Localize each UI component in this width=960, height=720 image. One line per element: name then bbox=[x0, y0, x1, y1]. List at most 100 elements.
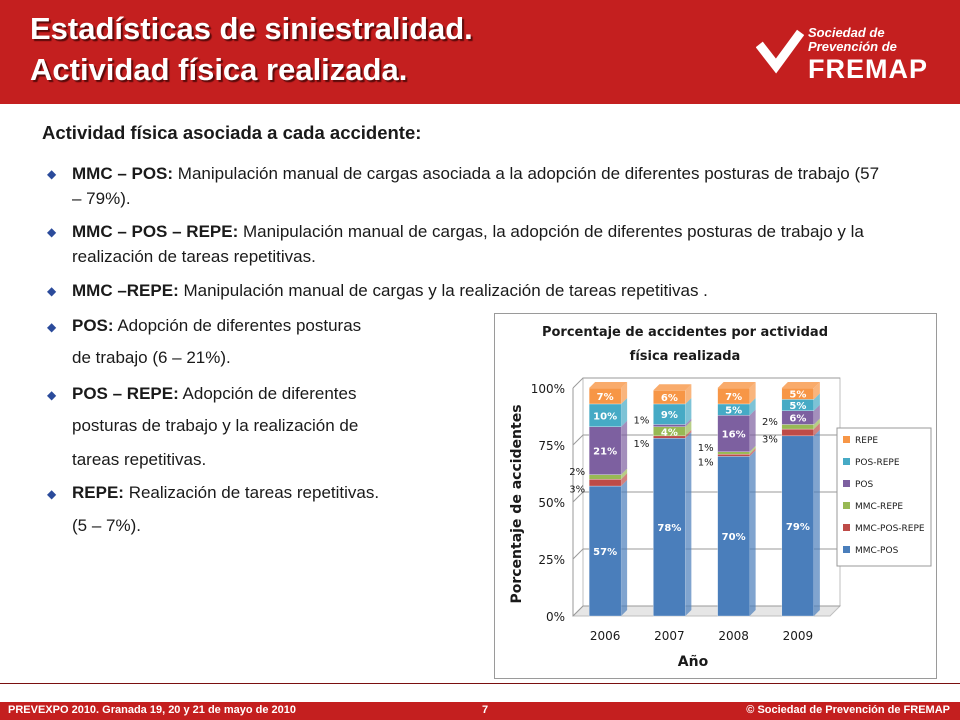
bar-data-label: 3% bbox=[569, 485, 585, 496]
diamond-bullet-icon: ◆ bbox=[47, 225, 57, 239]
x-tick-label: 2006 bbox=[590, 629, 621, 643]
bar-data-label: 5% bbox=[789, 390, 806, 401]
bar-data-label: 16% bbox=[722, 430, 746, 441]
bar-segment-side bbox=[685, 432, 692, 616]
bar-segment bbox=[588, 479, 622, 487]
bar-segment-side bbox=[685, 397, 692, 425]
x-tick-label: 2007 bbox=[654, 629, 685, 643]
legend-swatch bbox=[843, 436, 850, 443]
bullet-term: POS: bbox=[72, 316, 114, 335]
bar-segment-side bbox=[749, 445, 756, 455]
bullet-item-4-line-2: de trabajo (6 – 21%). bbox=[72, 348, 231, 367]
legend-label: MMC-REPE bbox=[855, 502, 903, 512]
header-banner: Estadísticas de siniestralidad. Activida… bbox=[0, 0, 960, 104]
bar-data-label: 1% bbox=[698, 457, 714, 468]
x-axis-title: Año bbox=[678, 654, 709, 670]
bar-segment bbox=[781, 424, 815, 430]
y-tick-label: 50% bbox=[538, 496, 565, 510]
bar-data-label: 79% bbox=[786, 522, 810, 533]
bullet-text: Adopción de diferentes bbox=[178, 384, 357, 403]
bar-segment bbox=[781, 428, 815, 437]
y-tick-label: 100% bbox=[531, 382, 565, 396]
chart-svg: Porcentaje de accidentes por actividad fí… bbox=[509, 325, 932, 670]
footer-event: PREVEXPO 2010. Granada 19, 20 y 21 de ma… bbox=[8, 704, 296, 716]
legend-label: MMC-POS-REPE bbox=[855, 524, 925, 534]
footer-bar: PREVEXPO 2010. Granada 19, 20 y 21 de ma… bbox=[0, 702, 960, 720]
bar-segment bbox=[588, 485, 622, 617]
chart-legend bbox=[836, 427, 932, 567]
bar-data-label: 57% bbox=[593, 547, 617, 558]
fremap-logo-icon bbox=[756, 29, 804, 74]
bar-segment bbox=[588, 426, 622, 475]
x-tick-label: 2008 bbox=[718, 629, 749, 643]
bar-segment-side bbox=[621, 468, 628, 480]
bar-segment-side bbox=[813, 418, 820, 430]
bullet-term: MMC – POS: bbox=[72, 164, 174, 183]
bar-segment bbox=[717, 415, 750, 452]
bar-segment-side bbox=[685, 429, 692, 439]
bullet-item-1: MMC – POS: Manipulación manual de cargas… bbox=[72, 161, 892, 211]
subheading: Actividad física asociada a cada acciden… bbox=[42, 122, 422, 143]
bar-segment-side bbox=[749, 409, 756, 452]
bullet-item-3: MMC –REPE: Manipulación manual de cargas… bbox=[72, 278, 892, 303]
title-line-2: Actividad física realizada. bbox=[30, 52, 408, 87]
logo-brand: FREMAP bbox=[808, 54, 928, 84]
bar-segment-side bbox=[813, 382, 820, 400]
bar-segment-side bbox=[621, 473, 628, 487]
bar-segment-side bbox=[813, 404, 820, 425]
bar-segment-side bbox=[749, 382, 756, 404]
bullet-text: Manipulación manual de cargas, la adopci… bbox=[72, 222, 864, 266]
bar-data-label: 6% bbox=[661, 393, 678, 404]
diamond-bullet-icon: ◆ bbox=[47, 167, 57, 181]
bar-segment-side bbox=[813, 423, 820, 436]
bar-segment-side bbox=[813, 429, 820, 616]
bullet-term: POS – REPE: bbox=[72, 384, 179, 403]
title-line-1: Estadísticas de siniestralidad. bbox=[30, 11, 473, 46]
slide-title: Estadísticas de siniestralidad. Activida… bbox=[30, 8, 473, 90]
bar-data-label: 4% bbox=[661, 427, 678, 438]
chart-title-line-1: Porcentaje de accidentes por actividad bbox=[542, 325, 828, 340]
x-tick-label: 2009 bbox=[783, 629, 814, 643]
bar-data-label: 10% bbox=[593, 411, 617, 422]
fremap-logo: Sociedad de Prevención de FREMAP bbox=[756, 20, 946, 86]
bullet-item-6: REPE: Realización de tareas repetitivas. bbox=[72, 483, 379, 503]
y-tick-label: 0% bbox=[546, 610, 565, 624]
bar-data-label: 1% bbox=[634, 416, 650, 427]
bar-segment bbox=[717, 451, 750, 455]
bar-segment-side bbox=[749, 448, 756, 457]
chart-title-line-2: física realizada bbox=[630, 349, 741, 364]
bar-data-label: 3% bbox=[762, 434, 778, 445]
diamond-bullet-icon: ◆ bbox=[47, 320, 57, 334]
bar-data-label: 78% bbox=[657, 523, 681, 534]
bar-top-cap bbox=[653, 384, 692, 391]
bar-segment bbox=[717, 453, 750, 457]
bullet-term: MMC –REPE: bbox=[72, 281, 179, 300]
footer-copyright: © Sociedad de Prevención de FREMAP bbox=[746, 704, 950, 716]
bar-data-label: 2% bbox=[762, 417, 778, 428]
y-tick-label: 25% bbox=[538, 553, 565, 567]
bar-data-label: 9% bbox=[661, 410, 678, 421]
logo-text-line-2: Prevención de bbox=[808, 39, 897, 54]
bar-segment bbox=[588, 474, 622, 480]
bar-data-label: 1% bbox=[634, 439, 650, 450]
bar-segment-side bbox=[621, 397, 628, 427]
bar-segment-side bbox=[621, 420, 628, 475]
bar-segment bbox=[653, 438, 686, 617]
logo-text-line-1: Sociedad de bbox=[808, 25, 885, 40]
bullet-item-5-line-3: tareas repetitivas. bbox=[72, 450, 207, 469]
bullet-text: Adopción de diferentes posturas bbox=[113, 316, 362, 335]
bar-segment bbox=[781, 435, 815, 617]
accident-chart: Porcentaje de accidentes por actividad fí… bbox=[494, 313, 937, 679]
bar-data-label: 1% bbox=[698, 443, 714, 454]
bar-data-label: 7% bbox=[597, 392, 614, 403]
bar-segment-side bbox=[621, 480, 628, 616]
bar-data-label: 2% bbox=[569, 467, 585, 478]
legend-label: MMC-POS bbox=[855, 546, 899, 556]
bar-top-cap bbox=[781, 382, 820, 388]
legend-swatch bbox=[843, 524, 850, 531]
bar-segment-side bbox=[749, 450, 756, 616]
legend-swatch bbox=[843, 458, 850, 465]
bar-segment-side bbox=[749, 397, 756, 416]
bar-segment-side bbox=[621, 382, 628, 404]
legend-label: POS-REPE bbox=[855, 458, 900, 468]
